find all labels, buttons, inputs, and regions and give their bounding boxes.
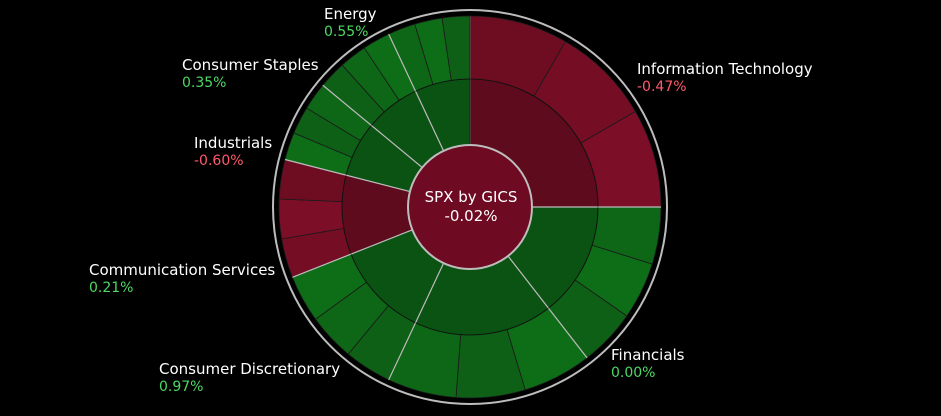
label-energy: Energy 0.55% (324, 5, 377, 41)
financials-name: Financials (611, 346, 685, 364)
label-consumer-staples: Consumer Staples 0.35% (182, 56, 319, 92)
sector-divider-industrials (292, 229, 413, 278)
label-communication-services: Communication Services 0.21% (89, 261, 275, 297)
outer-segment-other-3 (441, 15, 471, 81)
energy-name: Energy (324, 5, 377, 23)
label-information-technology: Information Technology -0.47% (637, 60, 813, 96)
inner-ring-outline (341, 78, 599, 336)
industrials-name: Industrials (194, 134, 273, 152)
sector-divider-communication-services (388, 262, 445, 381)
energy-change: 0.55% (324, 24, 369, 40)
staples-name: Consumer Staples (182, 56, 319, 74)
staples-change: 0.35% (182, 75, 227, 91)
label-consumer-discretionary: Consumer Discretionary 0.97% (159, 360, 340, 396)
discretionary-change: 0.97% (159, 379, 204, 395)
discretionary-name: Consumer Discretionary (159, 360, 341, 378)
it-name: Information Technology (637, 60, 813, 78)
industrials-change: -0.60% (194, 153, 244, 169)
sector-divider-energy (322, 84, 423, 168)
comm-change: 0.21% (89, 280, 134, 296)
label-financials: Financials 0.00% (611, 346, 685, 382)
sector-divider-other (388, 33, 445, 152)
center-disc (407, 144, 533, 270)
it-change: -0.47% (637, 79, 687, 95)
sector-divider-consumer-discretionary (507, 255, 588, 359)
financials-change: 0.00% (611, 365, 656, 381)
outer-ring (272, 9, 668, 405)
sector-divider-consumer-staples (284, 158, 411, 193)
label-industrials: Industrials -0.60% (194, 134, 272, 170)
comm-name: Communication Services (89, 261, 276, 279)
